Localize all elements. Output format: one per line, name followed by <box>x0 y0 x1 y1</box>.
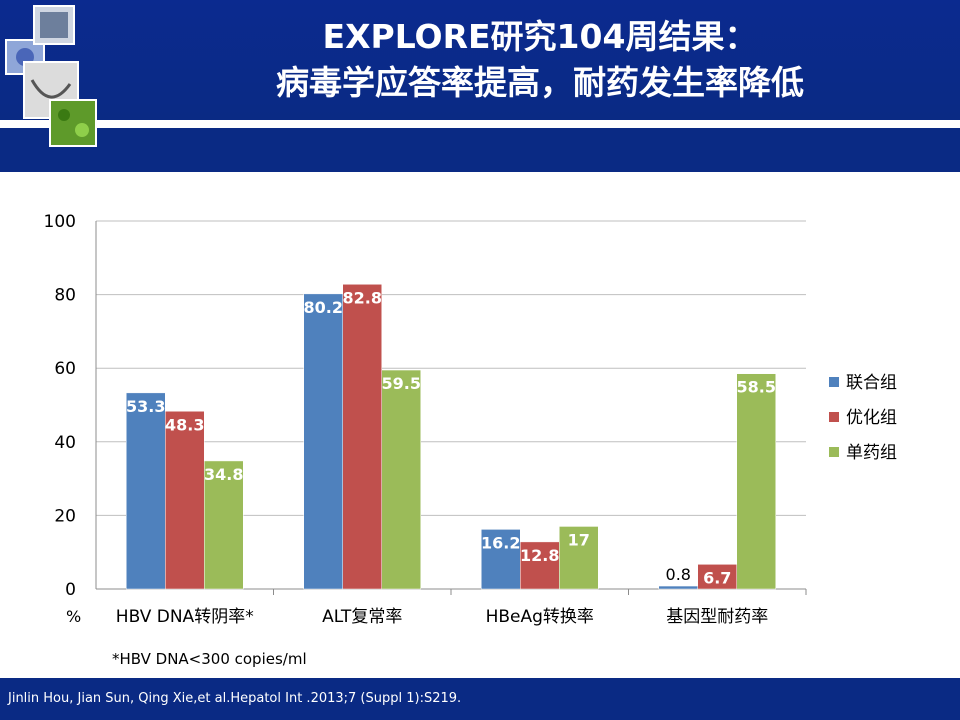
legend-label: 优化组 <box>846 408 897 428</box>
x-tick-label: 基因型耐药率 <box>666 607 768 627</box>
data-label: 16.2 <box>481 533 520 552</box>
bar <box>520 541 560 590</box>
bar <box>126 392 166 590</box>
cells-image-icon <box>49 99 97 147</box>
data-label: 59.5 <box>382 374 421 393</box>
data-label: 34.8 <box>204 465 243 484</box>
x-tick-label: ALT复常率 <box>322 607 402 627</box>
bar <box>381 369 421 590</box>
logo-collage-icon <box>5 5 97 147</box>
data-label: 82.8 <box>343 288 382 307</box>
bar <box>658 585 698 590</box>
data-label: 12.8 <box>520 546 559 565</box>
title-line-2: 病毒学应答率提高，耐药发生率降低 <box>276 63 804 102</box>
data-label: 58.5 <box>737 378 776 397</box>
data-label: 17 <box>568 530 590 549</box>
footer-bar: Jinlin Hou, Jian Sun, Qing Xie,et al.Hep… <box>0 678 960 720</box>
citation: Jinlin Hou, Jian Sun, Qing Xie,et al.Hep… <box>8 691 462 706</box>
legend-label: 单药组 <box>846 443 897 463</box>
y-tick-label: 0 <box>65 580 76 600</box>
y-tick-label: 100 <box>44 212 76 232</box>
bar <box>204 460 244 590</box>
data-label: 6.7 <box>703 568 731 587</box>
header-divider <box>0 124 960 128</box>
bar <box>342 284 382 590</box>
title-bar <box>0 0 960 120</box>
legend-label: 联合组 <box>846 373 897 393</box>
bar <box>165 411 205 590</box>
y-axis-unit: % <box>66 607 81 626</box>
header-band <box>0 128 960 172</box>
bar <box>697 564 737 590</box>
legend-swatch <box>829 377 839 387</box>
y-tick-label: 40 <box>54 433 76 453</box>
legend-swatch <box>829 412 839 422</box>
bar-chart: 0 20 40 60 80 100% HBV DNA转阴率* 53.348.3 34.8 ALT复… <box>44 212 897 627</box>
y-tick-label: 20 <box>54 506 76 526</box>
x-tick-label: HBeAg转换率 <box>486 607 594 627</box>
title-line-1: EXPLORE研究104周结果： <box>322 17 758 56</box>
page-title: EXPLORE研究104周结果： 病毒学应答率提高，耐药发生率降低 <box>140 14 940 106</box>
footnote: *HBV DNA<300 copies/ml <box>112 650 307 668</box>
y-tick-label: 80 <box>54 286 76 306</box>
bar <box>559 526 599 590</box>
legend-swatch <box>829 447 839 457</box>
bar <box>736 373 776 590</box>
data-label: 48.3 <box>165 415 204 434</box>
x-tick-label: HBV DNA转阴率* <box>116 607 254 627</box>
data-label: 53.3 <box>126 397 165 416</box>
bar <box>303 293 343 590</box>
y-tick-label: 60 <box>54 359 76 379</box>
bar <box>481 529 521 590</box>
data-label: 80.2 <box>304 298 343 317</box>
data-label: 0.8 <box>666 565 691 584</box>
